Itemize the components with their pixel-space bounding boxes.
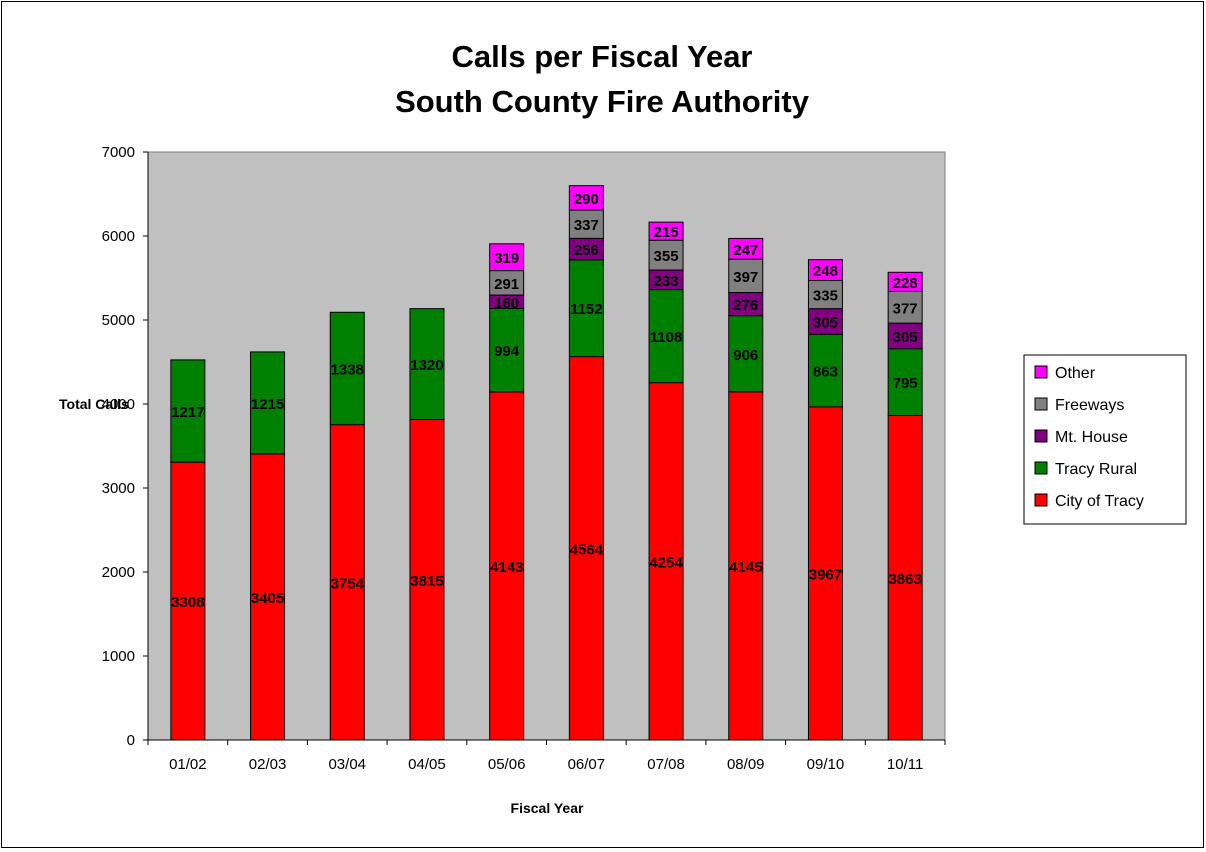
data-label: 4254 (649, 554, 683, 571)
y-axis-title: Total Calls (59, 396, 129, 412)
bar-segment-tracy-rural-10-11 (887, 348, 923, 417)
data-label: 1320 (410, 357, 443, 374)
x-tick-label: 01/02 (169, 756, 207, 773)
data-label: 3815 (410, 573, 443, 590)
data-label: 247 (733, 242, 758, 259)
y-tick-label: 2000 (102, 564, 135, 581)
data-label: 291 (494, 276, 519, 293)
data-label: 1108 (650, 329, 683, 346)
data-label: 355 (654, 248, 679, 265)
data-label: 863 (813, 364, 838, 381)
bar-segment-other-06-07 (568, 185, 604, 211)
legend-label: Other (1055, 365, 1096, 382)
data-label: 256 (574, 242, 599, 259)
legend-swatch (1034, 397, 1048, 411)
data-label: 4143 (490, 559, 523, 576)
legend-box (1023, 354, 1187, 525)
bar-segment-tracy-rural-03-04 (329, 311, 365, 426)
x-tick-label: 08/09 (727, 756, 765, 773)
data-label: 319 (494, 250, 519, 267)
axes-group: 0 1000 2000 3000 4000 5000 6000 7000 01/02 02/03 0… (102, 144, 946, 773)
data-label: 4145 (729, 559, 762, 576)
y-tick-label: 5000 (102, 312, 135, 329)
data-label: 3863 (888, 571, 921, 588)
legend-swatch (1034, 365, 1048, 379)
data-label: 290 (574, 191, 599, 208)
bar-segment-freeways-09-10 (807, 280, 843, 310)
chart-subtitle: South County Fire Authority (395, 84, 810, 119)
legend-label: Freeways (1055, 397, 1124, 414)
data-label: 994 (494, 343, 520, 360)
y-tick-label: 7000 (102, 144, 135, 161)
data-label: 305 (813, 314, 838, 331)
data-label: 3308 (171, 594, 204, 611)
bar-segment-mt-house-10-11 (887, 322, 923, 350)
bar-segment-city-of-tracy-03-04 (329, 424, 365, 741)
data-label: 1338 (331, 361, 364, 378)
bar-segment-tracy-rural-05-06 (489, 307, 525, 393)
data-label: 3405 (251, 590, 284, 607)
bar-segment-other-10-11 (887, 271, 923, 292)
bar-segment-freeways-07-08 (648, 239, 684, 271)
bar-segment-other-08-09 (728, 237, 764, 260)
legend-label: Tracy Rural (1055, 461, 1137, 478)
data-label: 1152 (570, 301, 603, 318)
data-label: 160 (494, 295, 519, 312)
legend-swatch (1034, 429, 1048, 443)
bar-segment-tracy-rural-08-09 (728, 315, 764, 393)
bars-group: 3308 1217 3405 1215 3754 1338 3815 1320 4143 994 1… (170, 185, 923, 741)
x-tick-label: 03/04 (328, 756, 366, 773)
bar-segment-tracy-rural-04-05 (409, 308, 445, 421)
data-label: 3967 (809, 566, 842, 583)
y-tick-label: 6000 (102, 228, 135, 245)
x-tick-label: 06/07 (568, 756, 606, 773)
data-label: 3754 (331, 575, 365, 592)
data-label: 233 (654, 273, 679, 290)
legend: Other Freeways Mt. House Tracy Rural City of… (1023, 354, 1187, 525)
data-label: 276 (733, 297, 758, 314)
data-label: 1217 (171, 404, 204, 421)
y-tick-label: 4000 (102, 396, 135, 413)
data-label: 248 (813, 263, 838, 280)
legend-swatch (1034, 461, 1048, 475)
bar-segment-other-05-06 (489, 243, 525, 272)
y-tick-label: 0 (127, 732, 135, 749)
data-label: 337 (574, 217, 599, 234)
bar-segment-city-of-tracy-06-07 (568, 356, 604, 741)
data-label: 795 (893, 375, 918, 392)
data-label: 305 (893, 329, 918, 346)
chart-title: Calls per Fiscal Year (451, 39, 752, 74)
legend-label: City of Tracy (1055, 493, 1144, 510)
bar-segment-tracy-rural-01-02 (170, 359, 206, 463)
data-label: 215 (654, 224, 679, 241)
x-tick-label: 10/11 (887, 756, 923, 773)
x-tick-label: 07/08 (647, 756, 685, 773)
legend-label: Mt. House (1055, 429, 1128, 446)
x-tick-label: 09/10 (807, 756, 845, 773)
bar-segment-city-of-tracy-04-05 (409, 419, 445, 741)
bar-segment-other-09-10 (807, 259, 843, 282)
x-axis-title: Fiscal Year (511, 800, 584, 816)
data-label: 906 (733, 347, 758, 364)
data-label: 1215 (251, 396, 284, 413)
y-tick-label: 1000 (102, 648, 135, 665)
data-label: 377 (893, 300, 918, 317)
bar-segment-tracy-rural-06-07 (568, 259, 604, 358)
bar-segment-city-of-tracy-01-02 (170, 461, 206, 741)
data-label: 397 (733, 269, 758, 286)
legend-swatch (1034, 493, 1048, 507)
x-tick-label: 02/03 (249, 756, 287, 773)
bar-segment-freeways-05-06 (489, 270, 525, 296)
data-label: 335 (813, 288, 838, 305)
data-label: 4564 (570, 541, 604, 558)
y-tick-label: 3000 (102, 480, 135, 497)
bar-segment-other-07-08 (648, 221, 684, 241)
x-tick-label: 05/06 (488, 756, 526, 773)
data-label: 228 (893, 275, 918, 292)
x-tick-label: 04/05 (408, 756, 446, 773)
bar-segment-tracy-rural-02-03 (250, 351, 286, 455)
